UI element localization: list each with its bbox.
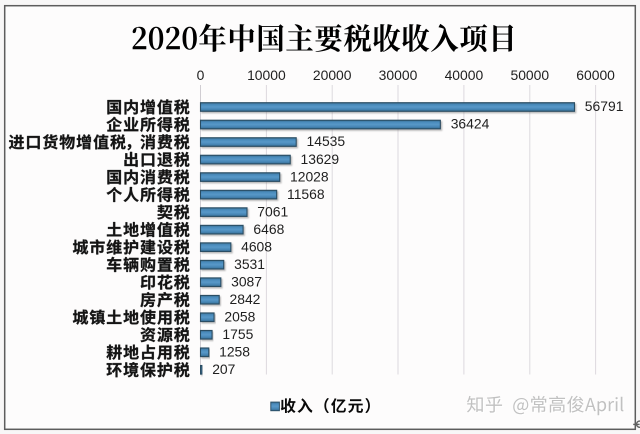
svg-text:1258: 1258 bbox=[219, 344, 250, 360]
svg-text:2058: 2058 bbox=[224, 308, 255, 324]
svg-text:40000: 40000 bbox=[445, 67, 484, 83]
svg-text:11568: 11568 bbox=[287, 186, 325, 202]
svg-text:3087: 3087 bbox=[231, 273, 262, 289]
svg-text:30000: 30000 bbox=[379, 67, 418, 83]
svg-text:56791: 56791 bbox=[585, 98, 624, 114]
svg-text:7061: 7061 bbox=[257, 203, 288, 219]
svg-text:13629: 13629 bbox=[301, 151, 340, 167]
svg-text:2842: 2842 bbox=[230, 291, 261, 307]
svg-text:4608: 4608 bbox=[241, 238, 272, 254]
svg-text:60000: 60000 bbox=[576, 67, 615, 83]
svg-text:6468: 6468 bbox=[253, 221, 284, 237]
svg-text:14535: 14535 bbox=[307, 133, 346, 149]
svg-text:20000: 20000 bbox=[313, 67, 352, 83]
svg-text:10000: 10000 bbox=[247, 67, 286, 83]
svg-text:50000: 50000 bbox=[510, 67, 549, 83]
svg-text:36424: 36424 bbox=[451, 116, 490, 132]
svg-text:0: 0 bbox=[197, 67, 205, 83]
svg-text:1755: 1755 bbox=[222, 326, 253, 342]
svg-text:207: 207 bbox=[212, 361, 235, 377]
svg-text:12028: 12028 bbox=[290, 168, 329, 184]
svg-text:3531: 3531 bbox=[234, 256, 265, 272]
